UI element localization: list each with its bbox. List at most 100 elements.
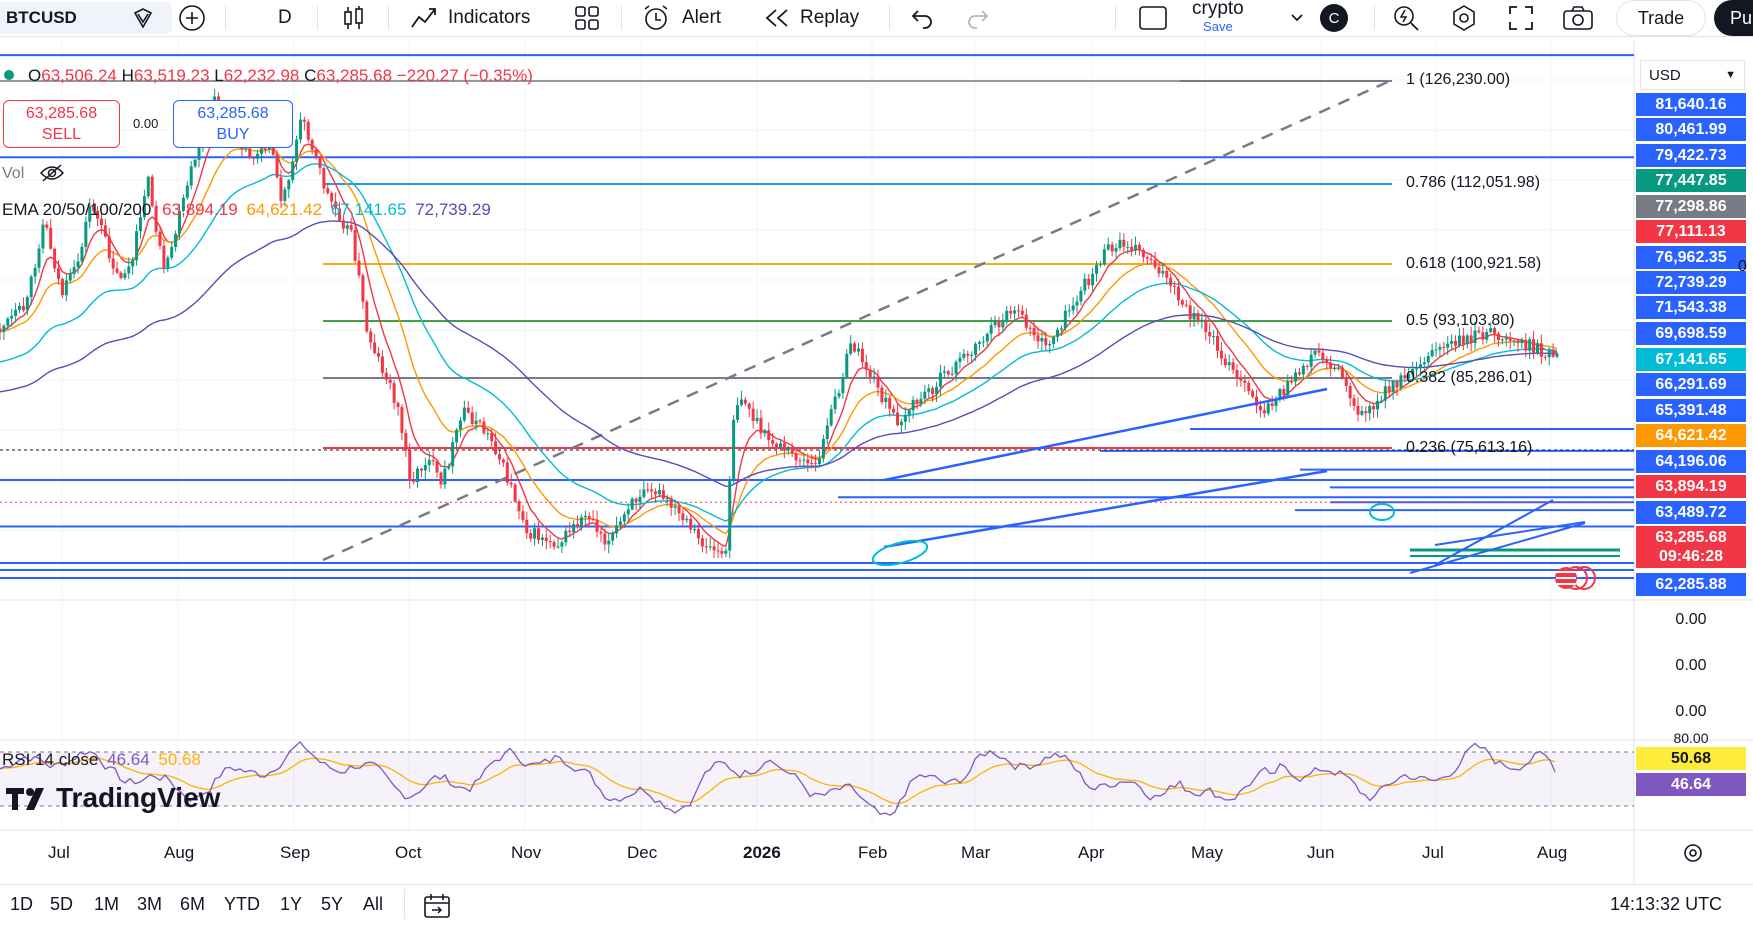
candle-body	[1251, 390, 1255, 397]
fullscreen-layout-button[interactable]	[1138, 0, 1168, 36]
candle-body	[150, 176, 154, 207]
redo-button[interactable]	[966, 0, 990, 36]
candle-body	[1528, 339, 1532, 351]
candle-body	[751, 408, 755, 421]
price-axis-label: 71,543.38	[1636, 296, 1746, 319]
goto-date-button[interactable]	[422, 892, 452, 925]
channel-lower-line	[1434, 521, 1586, 546]
candle-body	[37, 248, 41, 268]
undo-button[interactable]	[910, 0, 934, 36]
candle-body	[669, 498, 673, 508]
candle-body	[1360, 411, 1364, 415]
fullscreen-button[interactable]	[1508, 0, 1534, 36]
candle-body	[1336, 367, 1340, 369]
candle-body	[1059, 328, 1063, 330]
candle-body	[178, 211, 182, 234]
range-button-1m[interactable]: 1M	[94, 894, 120, 914]
settings-button[interactable]	[1450, 0, 1478, 36]
candle-body	[345, 225, 349, 229]
candle-body	[665, 498, 669, 500]
range-button-5y[interactable]: 5Y	[321, 894, 344, 914]
range-button-3m[interactable]: 3M	[137, 894, 163, 914]
candle-body	[884, 397, 888, 403]
candle-body	[1157, 267, 1161, 274]
candle-body	[291, 161, 295, 181]
candle-body	[1539, 343, 1543, 357]
range-button-ytd[interactable]: YTD	[224, 894, 260, 914]
compare-symbol-button[interactable]	[178, 0, 206, 36]
candle-body	[334, 201, 338, 209]
candle-body	[310, 139, 314, 150]
candle-body	[755, 417, 759, 421]
candle-body	[739, 399, 743, 406]
price-chart[interactable]	[0, 40, 1753, 890]
candle-body	[1543, 356, 1547, 358]
time-axis-label: May	[1191, 843, 1224, 862]
high-value: 63,519.23	[133, 66, 210, 85]
candle-body	[1270, 403, 1274, 406]
candle-body	[384, 372, 388, 380]
templates-button[interactable]	[574, 0, 600, 36]
candle-body	[380, 356, 384, 373]
layout-avatar[interactable]: C	[1320, 0, 1348, 36]
candle-body	[0, 328, 2, 332]
symbol-name: BTCUSD	[6, 8, 77, 27]
chevron-down-icon[interactable]	[1290, 0, 1304, 36]
range-button-6m[interactable]: 6M	[180, 894, 206, 914]
candle-body	[1208, 332, 1212, 337]
candle-body	[681, 513, 685, 521]
range-button-all[interactable]: All	[363, 894, 384, 914]
interval-button[interactable]: D	[278, 0, 292, 36]
layout-menu-button[interactable]: crypto Save	[1192, 0, 1244, 36]
candle-body	[252, 157, 256, 159]
candle-body	[1532, 339, 1536, 354]
candle-body	[1329, 362, 1333, 369]
candle-body	[373, 342, 377, 354]
candle-body	[341, 220, 345, 229]
candle-body	[501, 459, 505, 463]
eye-off-icon[interactable]	[39, 164, 65, 187]
add-symbol-icon[interactable]	[132, 8, 154, 33]
replay-button[interactable]: Replay	[764, 0, 859, 36]
clock[interactable]: 14:13:32 UTC	[1610, 894, 1723, 914]
time-axis-label: Jul	[1422, 843, 1444, 862]
candle-body	[1243, 380, 1247, 383]
time-axis-label: Sep	[280, 843, 311, 862]
symbol-search[interactable]: BTCUSD	[0, 2, 172, 34]
drawings[interactable]	[870, 387, 1596, 590]
publish-button[interactable]: Pu	[1714, 0, 1753, 36]
candle-body	[759, 417, 763, 434]
candle-body	[1520, 339, 1524, 344]
range-button-5d[interactable]: 5D	[50, 894, 74, 914]
gear-icon	[1453, 5, 1475, 31]
candle-body	[263, 148, 267, 150]
candle-body	[825, 425, 829, 439]
candle-body	[985, 333, 989, 342]
indicators-button[interactable]: Indicators	[410, 0, 530, 36]
quick-search-button[interactable]	[1392, 0, 1420, 36]
chart-type-button[interactable]	[342, 0, 366, 36]
candle-body	[1344, 377, 1348, 386]
buy-button[interactable]: 63,285.68 BUY	[173, 100, 293, 148]
alert-button[interactable]: Alert	[642, 0, 721, 36]
candle-body	[392, 383, 396, 403]
sell-button[interactable]: 63,285.68 SELL	[3, 100, 120, 148]
price-axis-label: 63,894.19	[1636, 475, 1746, 498]
candle-body	[1493, 328, 1497, 334]
range-button-1y[interactable]: 1Y	[280, 894, 303, 914]
time-axis-label: Dec	[627, 843, 658, 862]
candle-body	[295, 139, 299, 162]
fib-retracement[interactable]	[0, 78, 1393, 562]
candle-body	[853, 343, 857, 352]
range-button-1d[interactable]: 1D	[10, 894, 34, 914]
chevron-down-icon: ▼	[1725, 69, 1736, 81]
candle-body	[677, 506, 681, 514]
snapshot-button[interactable]	[1562, 0, 1594, 36]
candle-body	[119, 272, 123, 278]
candle-body	[1383, 386, 1387, 401]
currency-select[interactable]: USD ▼	[1640, 60, 1745, 90]
axis-settings-button[interactable]	[1682, 842, 1704, 869]
price-axis-label: 81,640.16	[1636, 93, 1746, 116]
trade-button[interactable]: Trade	[1616, 0, 1706, 36]
candle-body	[634, 498, 638, 502]
